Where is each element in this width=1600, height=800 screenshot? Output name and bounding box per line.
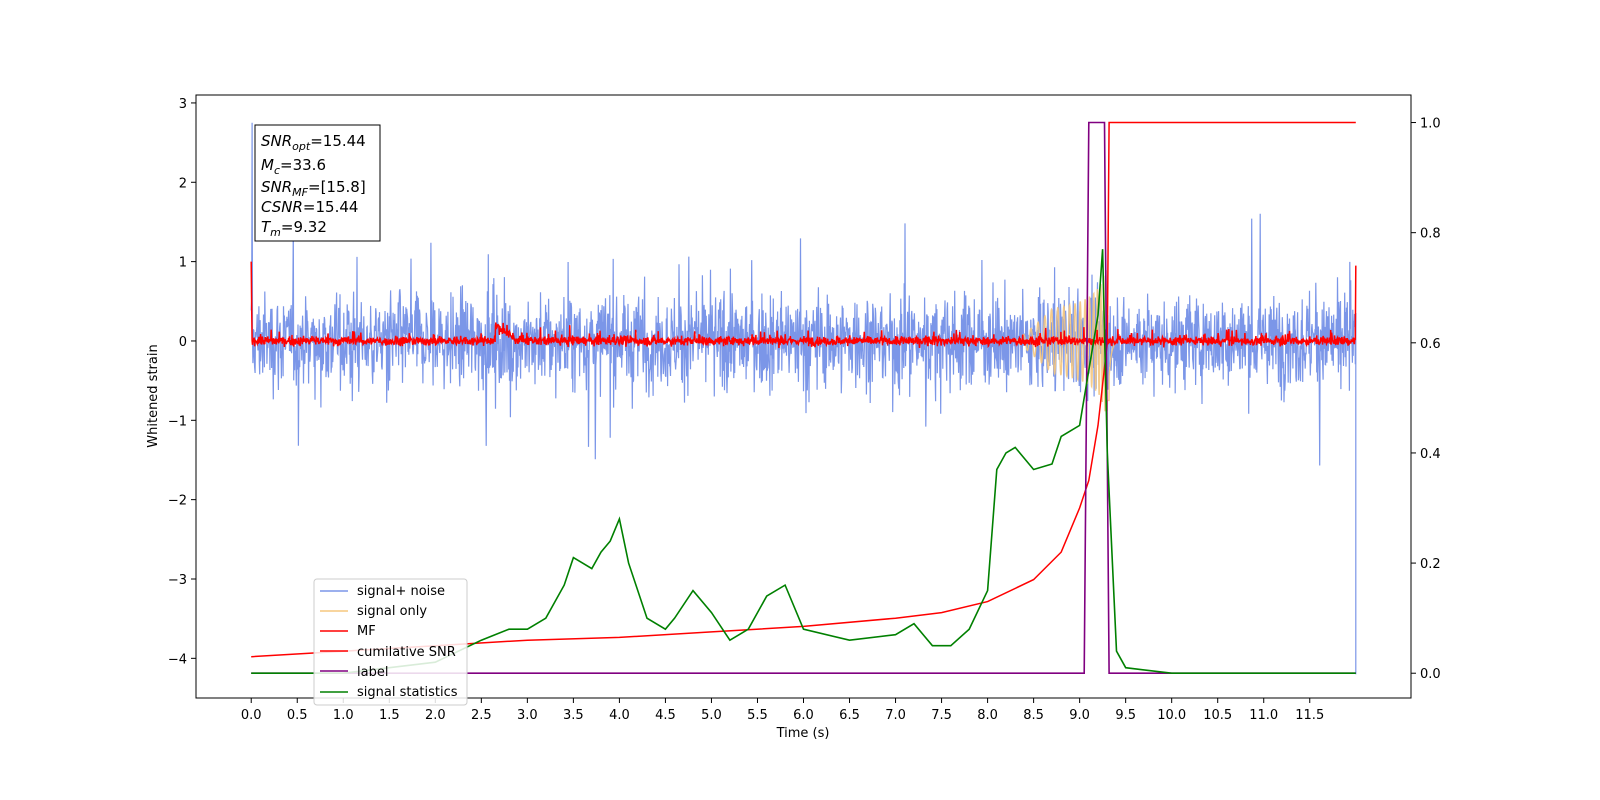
x-tick-label: 10.5 xyxy=(1203,708,1232,723)
series-signal-statistics-line xyxy=(251,249,1356,674)
x-tick-label: 0.0 xyxy=(241,708,262,723)
x-tick-label: 2.0 xyxy=(425,708,446,723)
x-tick-label: 3.5 xyxy=(563,708,584,723)
y-right-tick-label: 0.4 xyxy=(1420,447,1441,462)
y-right-tick-label: 0.8 xyxy=(1420,227,1441,242)
annotation-tm: Tm=9.32 xyxy=(261,218,327,239)
series-label-line xyxy=(251,121,1356,674)
y-left-tick-label: −3 xyxy=(168,573,187,588)
x-tick-label: 0.5 xyxy=(287,708,308,723)
y-axis-right: 1.0 0.8 0.6 0.4 0.2 0.0 xyxy=(1411,117,1441,682)
x-tick-label: 10.0 xyxy=(1157,708,1186,723)
annotation-snr-mf: SNRMF=[15.8] xyxy=(261,178,366,199)
legend-label-mf: MF xyxy=(357,624,376,639)
legend-label-signal-statistics: signal statistics xyxy=(357,685,458,700)
y-left-tick-label: −1 xyxy=(168,414,187,429)
annotation-mc: Mc=33.6 xyxy=(261,156,326,177)
y-left-tick-label: −2 xyxy=(168,494,187,509)
x-tick-label: 7.0 xyxy=(885,708,906,723)
series-signal-noise-line xyxy=(250,122,1357,675)
y-left-tick-label: −4 xyxy=(168,652,187,667)
y-right-tick-label: 0.6 xyxy=(1420,337,1441,352)
y-right-tick-label: 0.0 xyxy=(1420,667,1441,682)
annotation-csnr: CSNR=15.44 xyxy=(261,198,358,216)
y-right-tick-label: 1.0 xyxy=(1420,117,1441,132)
x-tick-label: 3.0 xyxy=(517,708,538,723)
plot-area xyxy=(250,121,1357,675)
x-tick-label: 9.0 xyxy=(1069,708,1090,723)
x-tick-label: 8.5 xyxy=(1023,708,1044,723)
legend-item-cumilative-snr: cumilative SNR xyxy=(320,645,456,660)
x-tick-label: 6.0 xyxy=(793,708,814,723)
y-left-tick-label: 2 xyxy=(179,176,187,191)
x-axis-label: Time (s) xyxy=(776,726,830,741)
legend-label-label: label xyxy=(357,665,388,680)
x-tick-label: 4.5 xyxy=(655,708,676,723)
x-tick-label: 5.5 xyxy=(747,708,768,723)
y-left-tick-label: 1 xyxy=(179,256,187,271)
x-tick-label: 6.5 xyxy=(839,708,860,723)
y-right-tick-label: 0.2 xyxy=(1420,557,1441,572)
legend-item-signal-only: signal only xyxy=(320,604,427,619)
x-axis: 0.0 0.5 1.0 1.5 2.0 2.5 3.0 3.5 4.0 4.5 5.0 5.5 6.0 6… xyxy=(241,698,1324,723)
legend-item-label: label xyxy=(320,665,388,680)
legend-item-signal-statistics: signal statistics xyxy=(320,685,458,700)
legend-item-signal-noise: signal+ noise xyxy=(320,584,445,599)
x-tick-label: 9.5 xyxy=(1115,708,1136,723)
y-axis-left: 3 2 1 0 −1 −2 −3 −4 xyxy=(168,97,196,667)
annotation-box: SNRopt=15.44 Mc=33.6 SNRMF=[15.8] CSNR=1… xyxy=(254,124,381,242)
x-tick-label: 8.0 xyxy=(977,708,998,723)
legend-label-cumilative-snr: cumilative SNR xyxy=(357,645,456,660)
legend-item-mf: MF xyxy=(320,624,376,639)
y-axis-label: Whitened strain xyxy=(146,344,161,447)
series-mf-line xyxy=(250,261,1357,349)
y-left-tick-label: 0 xyxy=(179,335,187,350)
x-tick-label: 11.5 xyxy=(1295,708,1324,723)
x-tick-label: 4.0 xyxy=(609,708,630,723)
legend: signal+ noise signal only MF cumilative … xyxy=(313,578,468,706)
x-tick-label: 11.0 xyxy=(1249,708,1278,723)
x-tick-label: 1.0 xyxy=(333,708,354,723)
series-cumilative-snr-line xyxy=(251,121,1356,658)
x-tick-label: 1.5 xyxy=(379,708,400,723)
x-tick-label: 5.0 xyxy=(701,708,722,723)
y-left-tick-label: 3 xyxy=(179,97,187,112)
annotation-snr-opt: SNRopt=15.44 xyxy=(261,132,366,153)
x-tick-label: 7.5 xyxy=(931,708,952,723)
legend-label-signal-noise: signal+ noise xyxy=(357,584,445,599)
legend-label-signal-only: signal only xyxy=(357,604,427,619)
x-tick-label: 2.5 xyxy=(471,708,492,723)
series-signal-only-line xyxy=(1014,270,1117,412)
